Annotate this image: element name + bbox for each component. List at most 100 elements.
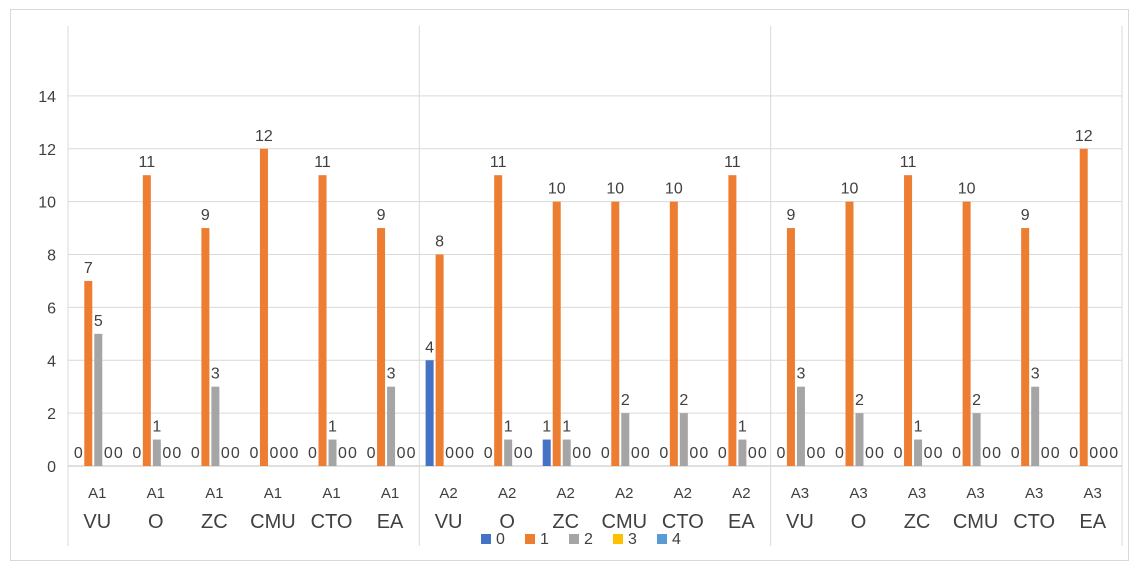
bar-series-0 [425,360,434,466]
data-label: 11 [490,154,507,171]
category-label-top: A1 [88,485,106,502]
data-label: 0 [514,445,523,462]
data-label: 0 [249,445,258,462]
data-label: 1 [152,419,161,436]
data-label: 0 [445,445,454,462]
category-label-top: A2 [557,485,575,502]
category-label-top: A3 [1084,485,1102,502]
bar-series-1 [552,201,561,466]
legend-swatch [613,534,623,544]
category-label-bottom: ZC [552,511,579,533]
data-label: 9 [786,207,795,224]
data-label: 0 [992,445,1001,462]
bar-series-2 [211,386,220,466]
y-tick-label: 10 [38,195,56,212]
bar-series-1 [84,280,93,466]
data-label: 0 [191,445,200,462]
data-label: 0 [397,445,406,462]
bar-series-2 [796,386,805,466]
legend-label: 4 [672,531,681,548]
data-label: 2 [679,392,688,409]
data-label: 3 [211,366,220,383]
bar-series-2 [94,333,103,466]
data-label: 1 [542,419,551,436]
data-label: 0 [289,445,298,462]
bar-series-2 [504,439,513,466]
bar-series-1 [786,228,795,466]
bar-series-2 [914,439,923,466]
legend-swatch [657,534,667,544]
data-label: 1 [914,419,923,436]
data-label: 0 [308,445,317,462]
bar-series-1 [377,228,386,466]
bar-series-2 [562,439,571,466]
data-label: 0 [465,445,474,462]
data-label: 0 [835,445,844,462]
data-label: 2 [855,392,864,409]
data-label: 1 [504,419,513,436]
data-label: 0 [631,445,640,462]
category-label-top: A1 [264,485,282,502]
data-label: 0 [407,445,416,462]
data-label: 4 [425,339,434,356]
category-label-bottom: ZC [904,511,931,533]
category-label-bottom: CTO [311,511,353,533]
y-tick-label: 8 [47,248,56,265]
data-label: 0 [601,445,610,462]
data-label: 0 [659,445,668,462]
data-label: 9 [1021,207,1030,224]
category-label-bottom: VU [83,511,111,533]
data-label: 0 [699,445,708,462]
data-label: 8 [435,234,444,251]
data-label: 10 [841,181,859,198]
data-label: 0 [865,445,874,462]
data-label: 0 [1089,445,1098,462]
data-label: 0 [162,445,171,462]
category-label-top: A1 [381,485,399,502]
data-label: 0 [367,445,376,462]
data-label: 0 [104,445,113,462]
category-label-top: A2 [674,485,692,502]
category-label-bottom: EA [1079,511,1106,533]
bar-series-1 [318,175,327,466]
bars [84,148,1088,466]
data-label: 0 [894,445,903,462]
data-label: 11 [900,154,917,171]
bar-series-1 [259,148,268,466]
data-label: 10 [606,181,624,198]
data-label: 0 [221,445,230,462]
legend-swatch [525,534,535,544]
data-label: 0 [1099,445,1108,462]
category-label-bottom: VU [786,511,814,533]
legend-label: 1 [540,531,549,548]
bar-series-2 [738,439,747,466]
legend-label: 2 [584,531,593,548]
bar-series-1 [201,228,210,466]
data-label: 0 [114,445,123,462]
bar-series-1 [1079,148,1088,466]
bar-series-2 [387,386,396,466]
bar-series-1 [845,201,854,466]
data-label: 0 [348,445,357,462]
data-label: 0 [132,445,141,462]
bar-series-2 [621,413,630,466]
bar-series-2 [328,439,337,466]
data-label: 3 [387,366,396,383]
bar-series-1 [494,175,503,466]
y-tick-label: 4 [47,353,56,370]
category-label-bottom: EA [377,511,404,533]
legend-label: 0 [496,531,505,548]
data-label: 0 [758,445,767,462]
data-label: 7 [84,260,93,277]
category-label-top: A3 [849,485,867,502]
data-label: 5 [94,313,103,330]
data-label: 2 [972,392,981,409]
data-label: 0 [689,445,698,462]
data-label: 0 [776,445,785,462]
bar-series-1 [904,175,913,466]
bar-series-2 [972,413,981,466]
category-label-top: A1 [147,485,165,502]
category-label-top: A2 [439,485,457,502]
